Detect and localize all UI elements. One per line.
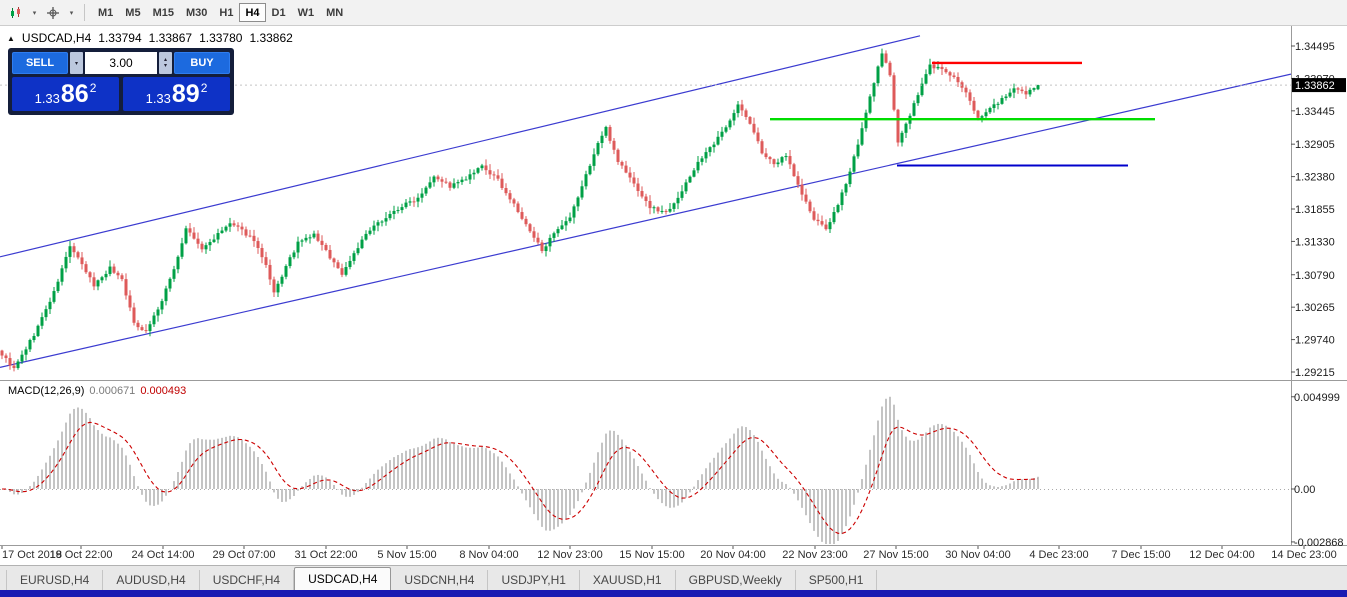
- time-axis-label: 12 Dec 04:00: [1189, 549, 1254, 561]
- time-axis-label: 17 Oct 2018: [2, 549, 62, 561]
- price-scale-label: 1.34495: [1295, 41, 1335, 53]
- time-axis-label: 24 Oct 14:00: [132, 549, 195, 561]
- time-axis-label: 4 Dec 23:00: [1029, 549, 1088, 561]
- buy-price-small: 1.33: [145, 91, 171, 106]
- crosshair-button[interactable]: [41, 3, 65, 23]
- chart-tabs-bar: EURUSD,H4 AUDUSD,H4 USDCHF,H4 USDCAD,H4 USDC…: [0, 565, 1347, 590]
- macd-layer: [0, 396, 1291, 544]
- volume-input[interactable]: 3.00: [85, 52, 157, 74]
- tab-audusd-h4[interactable]: AUDUSD,H4: [103, 570, 200, 590]
- buy-price-big: 89: [171, 79, 200, 108]
- volume-dropdown-caret[interactable]: ▾: [70, 52, 83, 74]
- time-axis-label: 14 Dec 23:00: [1271, 549, 1336, 561]
- macd-indicator-label: MACD(12,26,9) 0.000671 0.000493: [8, 385, 186, 397]
- time-axis-label: 7 Dec 15:00: [1111, 549, 1170, 561]
- price-scale-label: 1.33445: [1295, 106, 1335, 118]
- one-click-prices-row: 1.33 86 2 1.33 89 2: [12, 77, 230, 111]
- tab-xauusd-h1[interactable]: XAUUSD,H1: [580, 570, 676, 590]
- channel-upper[interactable]: [0, 35, 921, 258]
- timeframe-w1[interactable]: W1: [292, 3, 321, 22]
- price-scale-label: 1.31855: [1295, 204, 1335, 216]
- volume-spinner[interactable]: ▴ ▾: [159, 52, 172, 74]
- candlestick-chart-icon: [11, 6, 20, 18]
- current-price-value: 1.33862: [1295, 80, 1335, 92]
- chart-type-dropdown[interactable]: ▾: [29, 3, 40, 23]
- timeframe-m15[interactable]: M15: [147, 3, 180, 22]
- trend-channel-lines[interactable]: [0, 35, 1291, 368]
- macd-signal-line: [1, 421, 1039, 535]
- sell-price-small: 1.33: [34, 91, 60, 106]
- price-scale-label: 1.30265: [1295, 302, 1335, 314]
- price-scale-label: 1.30790: [1295, 270, 1335, 282]
- price-scale-label: 1.29215: [1295, 367, 1335, 379]
- sell-button[interactable]: SELL: [12, 52, 68, 74]
- macd-scale-label: 0.00: [1294, 484, 1315, 496]
- time-axis-label: 8 Nov 04:00: [459, 549, 518, 561]
- time-axis-label: 12 Nov 23:00: [537, 549, 602, 561]
- sell-price-sup: 2: [89, 81, 97, 95]
- toolbar: ▾ ▾ M1 M5 M15 M30 H1 H4 D1 W1 MN: [0, 0, 1347, 26]
- macd-name: MACD(12,26,9): [8, 385, 85, 397]
- spin-down-icon[interactable]: ▾: [163, 63, 167, 69]
- open-value: 1.33794: [98, 31, 142, 45]
- spin-up-icon[interactable]: ▴: [163, 57, 167, 63]
- timeframe-d1[interactable]: D1: [266, 3, 292, 22]
- chart-title: ▲ USDCAD,H4 1.33794 1.33867 1.33780 1.33…: [7, 31, 293, 45]
- sell-price-big: 86: [60, 79, 89, 108]
- macd-main-value: 0.000671: [89, 385, 136, 397]
- tab-gbpusd-weekly[interactable]: GBPUSD,Weekly: [676, 570, 796, 590]
- axes-layer: 1.344951.339701.334451.329051.323801.318…: [0, 26, 1347, 561]
- timeframe-m30[interactable]: M30: [180, 3, 213, 22]
- macd-signal-value: 0.000493: [140, 385, 187, 397]
- time-axis-label: 30 Nov 04:00: [945, 549, 1010, 561]
- timeframe-h4[interactable]: H4: [239, 3, 266, 23]
- macd-scale-label: -0.002868: [1294, 537, 1344, 549]
- cursor-dropdown[interactable]: ▾: [66, 3, 77, 23]
- time-axis-label: 29 Oct 07:00: [213, 549, 276, 561]
- buy-button[interactable]: BUY: [174, 52, 230, 74]
- buy-price[interactable]: 1.33 89 2: [123, 77, 230, 111]
- window-bottom-edge: [0, 590, 1347, 597]
- tab-sp500-h1[interactable]: SP500,H1: [796, 570, 878, 590]
- price-scale-label: 1.29740: [1295, 335, 1335, 347]
- symbol-period-label: USDCAD,H4: [21, 31, 92, 45]
- low-value: 1.33780: [199, 31, 243, 45]
- tab-usdchf-h4[interactable]: USDCHF,H4: [200, 570, 295, 590]
- tab-eurusd-h4[interactable]: EURUSD,H4: [6, 570, 104, 590]
- toolbar-separator: [84, 4, 85, 21]
- time-axis-label: 27 Nov 15:00: [863, 549, 928, 561]
- time-axis-label: 5 Nov 15:00: [377, 549, 436, 561]
- tab-usdjpy-h1[interactable]: USDJPY,H1: [488, 570, 580, 590]
- one-click-controls-row: SELL ▾ 3.00 ▴ ▾ BUY: [12, 52, 230, 74]
- time-axis-label: 22 Nov 23:00: [782, 549, 847, 561]
- time-axis-label: 31 Oct 22:00: [295, 549, 358, 561]
- current-price-box: [1292, 78, 1346, 93]
- timeframe-m1[interactable]: M1: [92, 3, 119, 22]
- tab-usdcad-h4[interactable]: USDCAD,H4: [294, 567, 392, 590]
- time-axis-label: 20 Nov 04:00: [700, 549, 765, 561]
- candles-layer[interactable]: [0, 48, 1040, 372]
- sell-price[interactable]: 1.33 86 2: [12, 77, 119, 111]
- buy-price-sup: 2: [200, 81, 208, 95]
- timeframe-mn[interactable]: MN: [320, 3, 349, 22]
- time-axis-label: 19 Oct 22:00: [50, 549, 113, 561]
- price-scale-label: 1.32380: [1295, 172, 1335, 184]
- candlestick-chart-button[interactable]: [4, 3, 28, 23]
- time-axis-label: 15 Nov 15:00: [619, 549, 684, 561]
- timeframe-h1[interactable]: H1: [213, 3, 239, 22]
- close-value: 1.33862: [249, 31, 293, 45]
- one-click-trading-panel: SELL ▾ 3.00 ▴ ▾ BUY 1.33 86 2 1.33 89 2: [8, 48, 234, 115]
- crosshair-icon: [47, 6, 59, 19]
- one-click-collapse-icon[interactable]: ▲: [7, 33, 15, 43]
- timeframe-m5[interactable]: M5: [119, 3, 146, 22]
- high-value: 1.33867: [148, 31, 193, 45]
- tab-usdcnh-h4[interactable]: USDCNH,H4: [391, 570, 489, 590]
- timeframe-group: M1 M5 M15 M30 H1 H4 D1 W1 MN: [92, 3, 349, 23]
- channel-lower[interactable]: [0, 73, 1291, 368]
- macd-scale-label: 0.004999: [1294, 392, 1340, 404]
- price-scale-label: 1.32905: [1295, 139, 1335, 151]
- price-scale-label: 1.31330: [1295, 236, 1335, 248]
